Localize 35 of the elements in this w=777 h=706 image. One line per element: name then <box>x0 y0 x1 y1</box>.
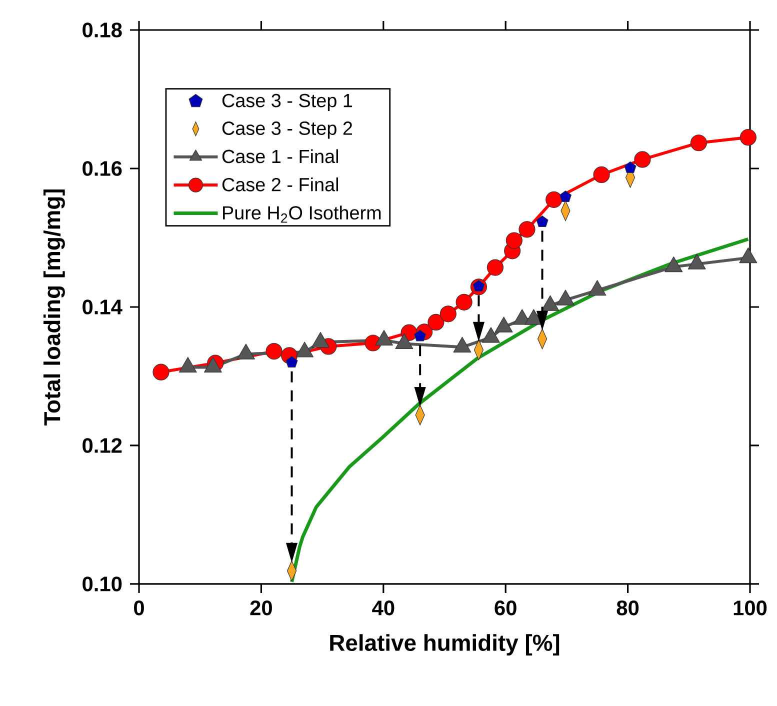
x-tick-label: 40 <box>372 600 394 616</box>
point <box>536 216 548 227</box>
x-tick-label: 100 <box>734 600 767 616</box>
point <box>440 306 456 322</box>
legend-label: Case 1 - Final <box>222 149 338 164</box>
x-tick-label: 0 <box>134 600 144 616</box>
point <box>624 162 636 173</box>
y-tick-label: 0.16 <box>82 161 122 176</box>
point <box>740 129 756 146</box>
point <box>559 190 572 202</box>
legend-label: Case 3 - Step 1 <box>222 94 352 111</box>
point <box>266 343 282 360</box>
point <box>428 314 444 331</box>
y-tick-label: 0.12 <box>82 438 122 453</box>
point <box>634 151 651 168</box>
point <box>506 232 522 249</box>
y-axis-title: Total loading [mg/mg] <box>43 189 65 426</box>
y-tick-label: 0.14 <box>82 300 122 314</box>
point <box>152 364 170 380</box>
y-tick-label: 0.18 <box>82 22 122 38</box>
point <box>593 166 610 184</box>
x-axis-title: Relative humidity [%] <box>330 634 560 656</box>
point <box>286 356 298 368</box>
x-tick-label: 60 <box>494 600 516 616</box>
legend-label: Pure H$_{2}$O Isotherm <box>223 206 381 223</box>
point <box>456 294 472 310</box>
x-tick-label: 20 <box>250 600 272 616</box>
point <box>486 259 504 276</box>
point <box>546 191 562 208</box>
y-tick-label: 0.10 <box>82 576 122 592</box>
point <box>518 221 536 238</box>
point <box>690 134 707 152</box>
x-tick-label: 80 <box>616 600 639 616</box>
legend-label: Case 2 - Final <box>222 177 338 192</box>
legend-label: Case 3 - Step 2 <box>222 122 352 139</box>
